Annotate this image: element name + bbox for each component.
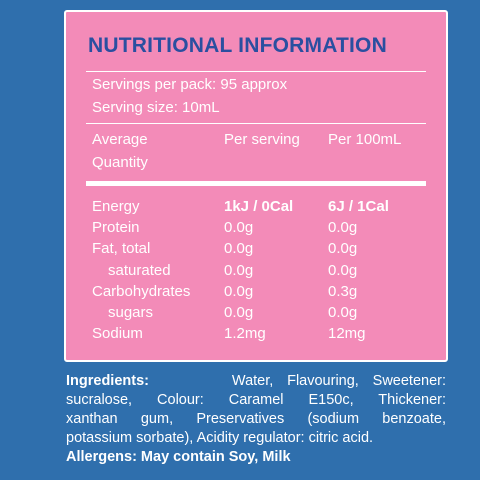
header-quantity: Quantity bbox=[92, 154, 148, 171]
row-per-100ml: 12mg bbox=[328, 325, 366, 342]
row-label: Fat, total bbox=[92, 240, 151, 257]
row-per-serving: 1kJ / 0Cal bbox=[224, 198, 294, 215]
divider bbox=[86, 123, 426, 124]
row-per-serving: 1.2mg bbox=[224, 325, 266, 342]
row-per-100ml: 0.0g bbox=[328, 240, 358, 257]
serving-size: Serving size: 10mL bbox=[92, 99, 220, 116]
thick-divider bbox=[86, 181, 426, 186]
ingredients-line: xanthan gum, Preservatives (sodium benzo… bbox=[66, 411, 446, 427]
row-label: sugars bbox=[108, 304, 154, 321]
row-per-100ml: 0.3g bbox=[328, 283, 358, 300]
row-label: Protein bbox=[92, 219, 140, 236]
ingredients-line: sucralose, Colour: Caramel E150c, Thicke… bbox=[66, 392, 446, 408]
row-per-100ml: 0.0g bbox=[328, 304, 358, 321]
ingredients-heading: Ingredients: bbox=[66, 373, 149, 389]
row-label: saturated bbox=[108, 262, 171, 279]
row-per-100ml: 6J / 1Cal bbox=[328, 198, 389, 215]
row-per-serving: 0.0g bbox=[224, 304, 254, 321]
row-per-serving: 0.0g bbox=[224, 219, 254, 236]
divider bbox=[86, 71, 426, 72]
row-label: Energy bbox=[92, 198, 140, 215]
ingredients-text: Water, Flavouring, Sweetener: bbox=[231, 373, 447, 389]
row-per-serving: 0.0g bbox=[224, 283, 254, 300]
row-per-100ml: 0.0g bbox=[328, 262, 358, 279]
ingredients-line: Ingredients: Water, Flavouring, Sweetene… bbox=[66, 372, 446, 391]
panel-title: NUTRITIONAL INFORMATION bbox=[88, 34, 387, 57]
ingredients-block: Ingredients: Water, Flavouring, Sweetene… bbox=[66, 372, 446, 467]
header-per-100ml: Per 100mL bbox=[328, 131, 402, 148]
row-per-serving: 0.0g bbox=[224, 262, 254, 279]
row-label: Carbohydrates bbox=[92, 283, 191, 300]
servings-per-pack: Servings per pack: 95 approx bbox=[92, 76, 288, 93]
ingredients-line: potassium sorbate), Acidity regulator: c… bbox=[66, 430, 374, 446]
allergens-statement: Allergens: May contain Soy, Milk bbox=[66, 449, 291, 465]
nutrition-panel: NUTRITIONAL INFORMATION Servings per pac… bbox=[64, 10, 448, 362]
row-per-serving: 0.0g bbox=[224, 240, 254, 257]
header-per-serving: Per serving bbox=[224, 131, 300, 148]
header-average: Average bbox=[92, 131, 148, 148]
row-label: Sodium bbox=[92, 325, 143, 342]
row-per-100ml: 0.0g bbox=[328, 219, 358, 236]
